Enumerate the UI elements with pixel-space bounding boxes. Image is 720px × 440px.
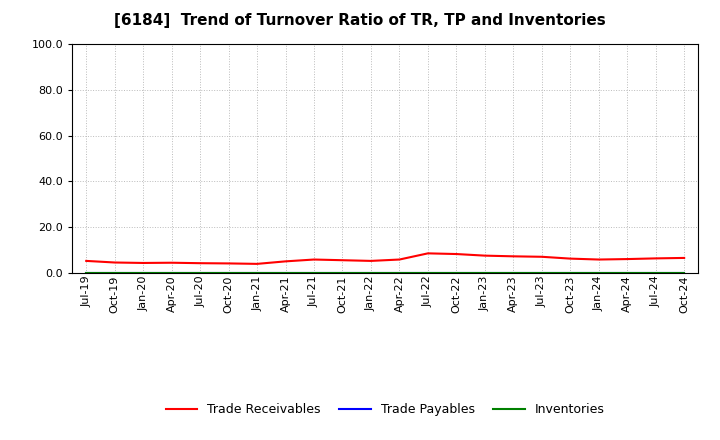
Trade Payables <box>167 270 176 275</box>
Inventories <box>310 270 318 275</box>
Trade Payables <box>395 270 404 275</box>
Trade Payables <box>452 270 461 275</box>
Trade Receivables <box>452 251 461 257</box>
Trade Payables <box>652 270 660 275</box>
Trade Receivables <box>196 260 204 266</box>
Inventories <box>537 270 546 275</box>
Trade Receivables <box>652 256 660 261</box>
Trade Payables <box>509 270 518 275</box>
Trade Payables <box>253 270 261 275</box>
Inventories <box>196 270 204 275</box>
Trade Receivables <box>595 257 603 262</box>
Trade Payables <box>366 270 375 275</box>
Inventories <box>680 270 688 275</box>
Inventories <box>167 270 176 275</box>
Trade Receivables <box>509 254 518 259</box>
Trade Receivables <box>253 261 261 267</box>
Trade Payables <box>338 270 347 275</box>
Inventories <box>395 270 404 275</box>
Inventories <box>423 270 432 275</box>
Trade Receivables <box>623 257 631 262</box>
Trade Receivables <box>310 257 318 262</box>
Legend: Trade Receivables, Trade Payables, Inventories: Trade Receivables, Trade Payables, Inven… <box>161 398 610 421</box>
Trade Receivables <box>395 257 404 262</box>
Inventories <box>338 270 347 275</box>
Trade Receivables <box>110 260 119 265</box>
Trade Receivables <box>480 253 489 258</box>
Trade Payables <box>196 270 204 275</box>
Inventories <box>82 270 91 275</box>
Trade Payables <box>537 270 546 275</box>
Trade Receivables <box>680 255 688 260</box>
Trade Receivables <box>282 259 290 264</box>
Trade Receivables <box>139 260 148 266</box>
Trade Payables <box>566 270 575 275</box>
Trade Payables <box>680 270 688 275</box>
Trade Receivables <box>423 251 432 256</box>
Inventories <box>566 270 575 275</box>
Trade Receivables <box>82 258 91 264</box>
Text: [6184]  Trend of Turnover Ratio of TR, TP and Inventories: [6184] Trend of Turnover Ratio of TR, TP… <box>114 13 606 28</box>
Trade Payables <box>82 270 91 275</box>
Inventories <box>139 270 148 275</box>
Inventories <box>253 270 261 275</box>
Trade Payables <box>282 270 290 275</box>
Inventories <box>110 270 119 275</box>
Inventories <box>225 270 233 275</box>
Trade Receivables <box>167 260 176 265</box>
Trade Payables <box>310 270 318 275</box>
Inventories <box>652 270 660 275</box>
Inventories <box>509 270 518 275</box>
Trade Payables <box>595 270 603 275</box>
Trade Receivables <box>537 254 546 260</box>
Trade Payables <box>110 270 119 275</box>
Trade Receivables <box>225 261 233 266</box>
Trade Payables <box>139 270 148 275</box>
Trade Payables <box>623 270 631 275</box>
Inventories <box>366 270 375 275</box>
Inventories <box>282 270 290 275</box>
Trade Receivables <box>566 256 575 261</box>
Trade Payables <box>225 270 233 275</box>
Inventories <box>595 270 603 275</box>
Trade Receivables <box>338 257 347 263</box>
Inventories <box>623 270 631 275</box>
Inventories <box>480 270 489 275</box>
Trade Receivables <box>366 258 375 264</box>
Inventories <box>452 270 461 275</box>
Line: Trade Receivables: Trade Receivables <box>86 253 684 264</box>
Trade Payables <box>423 270 432 275</box>
Trade Payables <box>480 270 489 275</box>
